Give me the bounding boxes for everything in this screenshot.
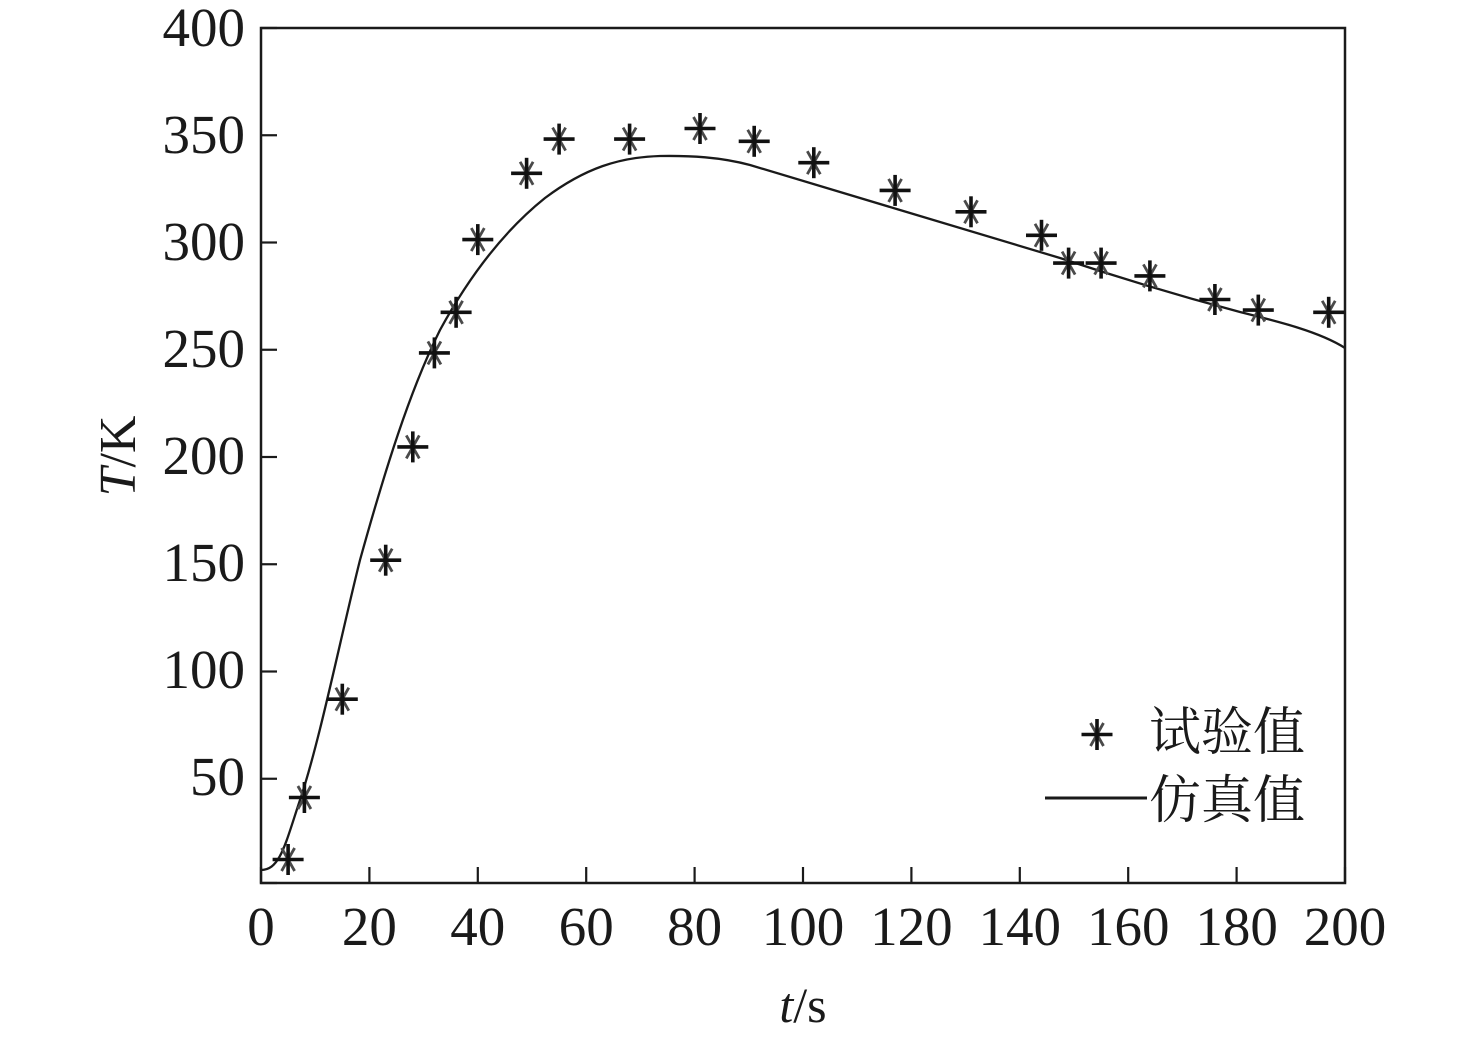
svg-text:400: 400 xyxy=(163,0,246,58)
svg-text:180: 180 xyxy=(1195,896,1278,957)
svg-text:100: 100 xyxy=(762,896,845,957)
svg-text:140: 140 xyxy=(979,896,1062,957)
svg-text:仿真值: 仿真值 xyxy=(1149,758,1305,833)
svg-text:350: 350 xyxy=(163,104,246,165)
svg-text:50: 50 xyxy=(190,746,245,807)
svg-text:0: 0 xyxy=(247,896,275,957)
svg-text:60: 60 xyxy=(559,896,614,957)
svg-text:t/s: t/s xyxy=(779,977,826,1033)
svg-text:100: 100 xyxy=(163,639,246,700)
svg-text:20: 20 xyxy=(342,896,397,957)
svg-text:150: 150 xyxy=(163,532,246,593)
svg-text:300: 300 xyxy=(163,211,246,272)
svg-text:40: 40 xyxy=(450,896,505,957)
svg-text:80: 80 xyxy=(667,896,722,957)
svg-text:250: 250 xyxy=(163,318,246,379)
svg-text:试验值: 试验值 xyxy=(1149,690,1305,765)
svg-text:160: 160 xyxy=(1087,896,1170,957)
svg-text:200: 200 xyxy=(163,425,246,486)
svg-text:T/K: T/K xyxy=(90,415,147,496)
svg-text:120: 120 xyxy=(870,896,953,957)
svg-text:200: 200 xyxy=(1304,896,1387,957)
